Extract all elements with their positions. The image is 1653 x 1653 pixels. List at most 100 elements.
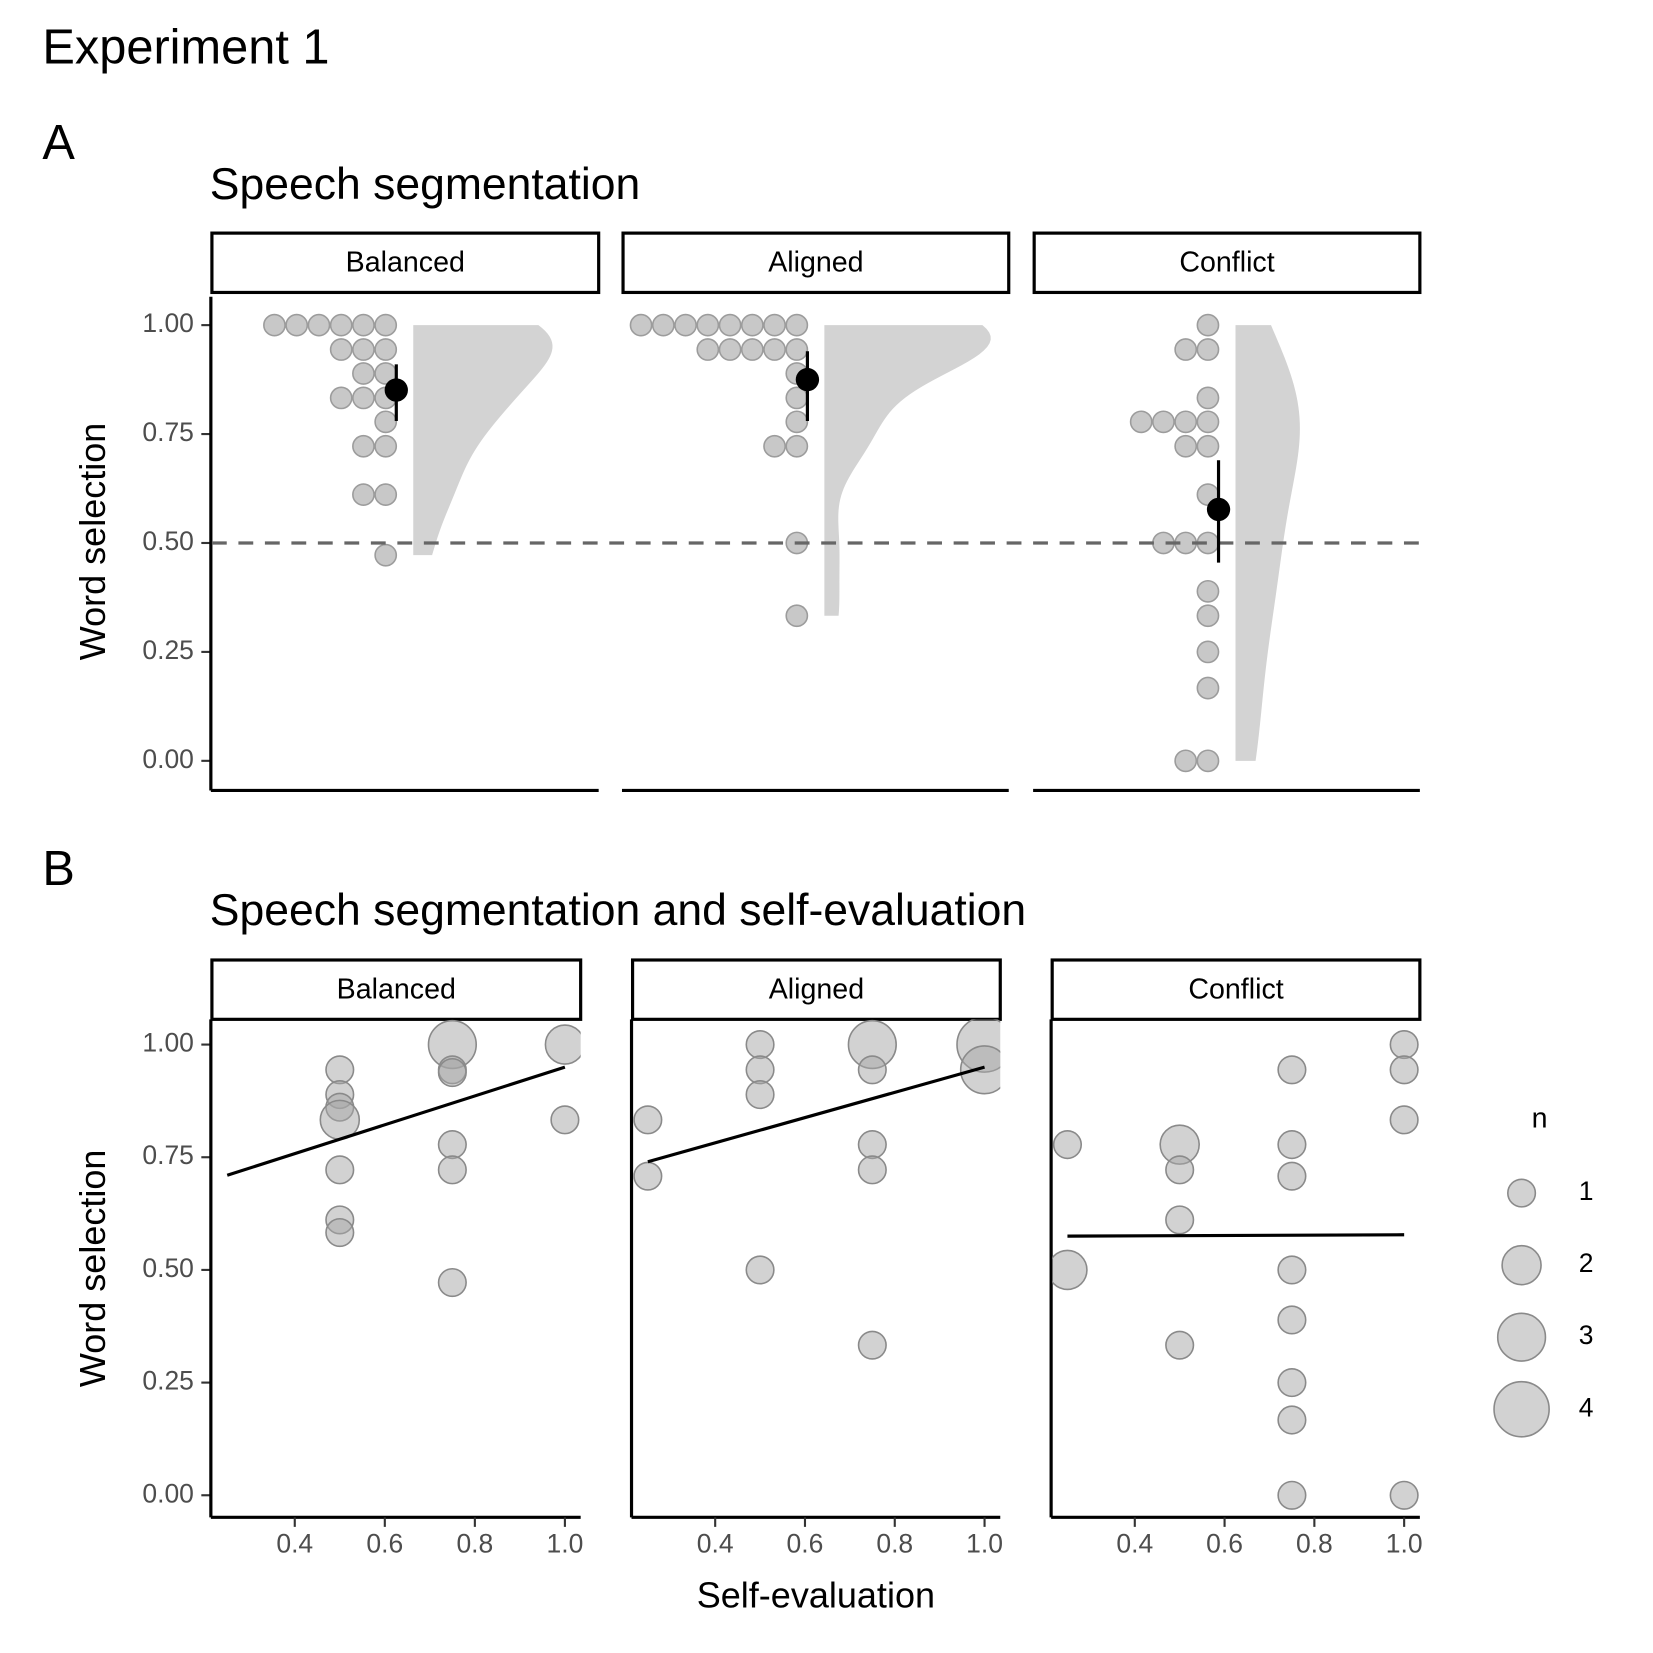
density [1235,325,1300,761]
dot [352,386,375,410]
dot [329,313,353,337]
dot [1196,410,1220,434]
dot [374,410,398,434]
y-tick-label: 0.00 [142,744,194,774]
point [857,1055,887,1085]
facet-strip [630,958,1002,1021]
dot [1174,338,1198,361]
fit-line [1067,1233,1405,1238]
dot [785,338,809,361]
point [857,1130,887,1160]
y-tick-label: 0.50 [142,526,194,556]
y-tick-label: 1.00 [142,1028,194,1058]
fit-line [226,1065,566,1177]
y-tick-label: 0.75 [142,417,194,447]
dot [1196,640,1220,664]
dot [1196,749,1220,773]
y-tick-label: 0.25 [142,1366,194,1396]
point [1277,1405,1307,1435]
dot [763,313,786,337]
y-axis-title: Word selection [72,423,113,661]
dot [718,313,742,337]
point [1389,1055,1419,1085]
dot [1174,749,1198,773]
dot [696,313,720,337]
point [1389,1480,1419,1510]
dot [1196,434,1220,458]
point [1052,1130,1083,1160]
point [437,1130,467,1160]
dot [1174,410,1198,434]
density [413,325,553,556]
point [1165,1330,1195,1360]
point [1052,1249,1088,1291]
dot [352,313,375,337]
legend-key [1501,1244,1542,1286]
dot [629,313,653,337]
facet-strip [210,958,583,1021]
dot [1196,604,1220,628]
point [325,1055,355,1085]
point [1277,1055,1307,1085]
dot [1196,579,1220,603]
dot [352,338,375,361]
x-tick-label: 0.4 [1116,1528,1153,1558]
dot [696,338,720,361]
dot [1196,338,1220,361]
mean-point [1206,497,1231,522]
point [745,1080,775,1110]
legend-title: n [1532,1102,1548,1134]
facet-plot [226,1019,581,1298]
fit-line [647,1065,985,1164]
facet-label: Balanced [346,246,465,278]
facet-label: Aligned [768,246,863,278]
dot [740,313,764,337]
facet-strip [210,231,601,295]
legend-key [1496,1312,1547,1362]
dot [763,338,786,361]
point [325,1217,355,1248]
dot [1196,676,1220,700]
x-tick-label: 1.0 [546,1528,583,1558]
y-tick-label: 0.00 [142,1478,194,1508]
panel-title: Speech segmentation and self-evaluation [210,886,1026,935]
density [824,325,991,616]
point [857,1330,887,1360]
facet-strip [621,231,1011,295]
dot [352,483,375,507]
point [1277,1480,1307,1510]
x-tick-label: 0.4 [697,1528,734,1558]
dot [740,338,764,361]
legend-label: 2 [1579,1248,1594,1278]
facet-plot [1052,1030,1419,1510]
panel-label: A [42,116,75,170]
dot [785,604,809,628]
dot [329,338,353,361]
mean-point [795,367,820,392]
legend-key [1507,1178,1537,1208]
point [745,1030,775,1060]
point [325,1155,355,1185]
dot [785,313,809,337]
dot [374,483,398,507]
dot [674,313,697,337]
dot [785,434,809,458]
point [437,1155,467,1185]
y-tick-label: 0.50 [142,1253,194,1283]
point [959,1045,1001,1095]
point [550,1105,580,1135]
point [437,1057,467,1088]
dot [763,434,786,458]
point [1389,1105,1419,1135]
legend-label: 1 [1579,1176,1594,1206]
dot [1196,313,1220,337]
facet-label: Balanced [337,973,456,1005]
point [1277,1255,1307,1285]
point [857,1155,887,1185]
legend-label: 4 [1579,1392,1594,1422]
legend-label: 3 [1579,1320,1594,1350]
x-tick-label: 1.0 [966,1528,1003,1558]
x-tick-label: 1.0 [1386,1528,1423,1558]
point [1277,1305,1307,1335]
